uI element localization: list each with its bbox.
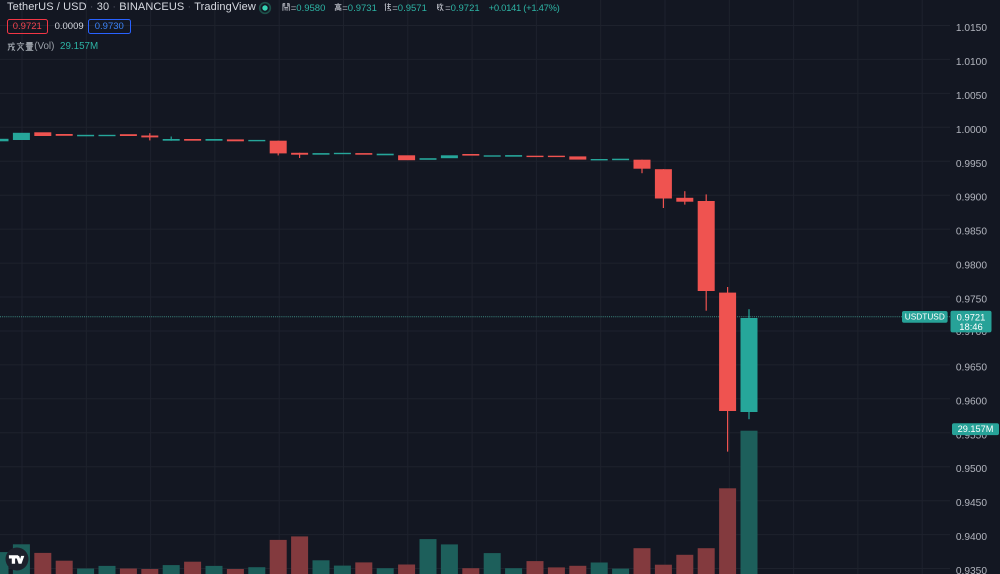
svg-text:0.9600: 0.9600 (956, 396, 987, 407)
svg-text:1.0150: 1.0150 (956, 23, 987, 34)
svg-text:1.0000: 1.0000 (956, 125, 987, 136)
svg-text:0.9550: 0.9550 (956, 430, 987, 441)
svg-text:0.9500: 0.9500 (956, 464, 987, 475)
svg-text:0.9750: 0.9750 (956, 295, 987, 306)
svg-text:18:46: 18:46 (959, 321, 982, 332)
svg-text:0.9700: 0.9700 (956, 327, 987, 338)
svg-text:1.0100: 1.0100 (956, 57, 987, 68)
svg-text:0.9400: 0.9400 (956, 532, 987, 543)
svg-text:0.9450: 0.9450 (956, 498, 987, 509)
svg-text:USDTUSD: USDTUSD (905, 312, 945, 322)
svg-text:1.0050: 1.0050 (956, 91, 987, 102)
svg-text:0.9800: 0.9800 (956, 261, 987, 272)
svg-text:0.9650: 0.9650 (956, 362, 987, 373)
svg-text:0.9950: 0.9950 (956, 159, 987, 170)
svg-text:0.9850: 0.9850 (956, 227, 987, 238)
svg-text:0.9350: 0.9350 (956, 566, 987, 574)
svg-text:29.157M: 29.157M (958, 424, 994, 434)
svg-text:0.9900: 0.9900 (956, 193, 987, 204)
svg-text:0.9721: 0.9721 (957, 311, 986, 322)
